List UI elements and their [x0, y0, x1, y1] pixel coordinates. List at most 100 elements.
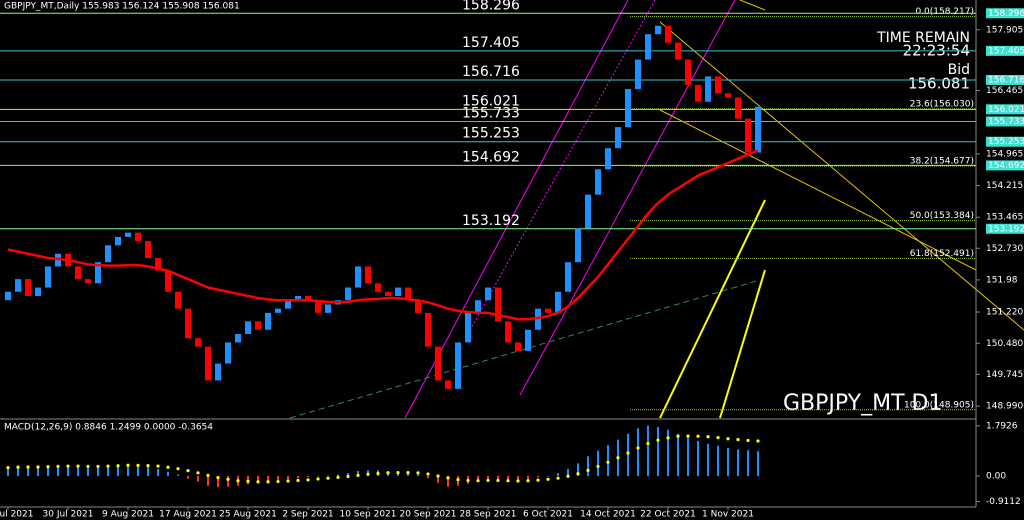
macd-bar: [277, 475, 279, 481]
chart-title: GBPJPY_MT,Daily 155.983 156.124 155.908 …: [4, 2, 240, 12]
macd-bar: [317, 475, 319, 477]
candle: [405, 287, 411, 301]
signal-dot: [46, 465, 50, 469]
signal-dot: [716, 436, 720, 440]
candle: [565, 262, 571, 292]
candle: [305, 295, 311, 301]
candle: [675, 42, 681, 60]
candle: [485, 287, 491, 301]
macd-bar: [627, 433, 629, 476]
y-tick-label: 151.220: [986, 308, 1023, 318]
macd-bar: [117, 464, 119, 476]
signal-dot: [416, 471, 420, 475]
signal-dot: [176, 467, 180, 471]
macd-bar: [707, 443, 709, 476]
signal-dot: [306, 478, 310, 482]
signal-dot: [556, 476, 560, 480]
signal-dot: [446, 476, 450, 480]
y-tick-label: 150.480: [986, 339, 1023, 349]
signal-dot: [386, 471, 390, 475]
y-tick-label: 149.745: [986, 370, 1023, 380]
level-label: 156.716: [462, 64, 520, 80]
macd-bar: [127, 463, 129, 476]
macd-bar: [87, 467, 89, 476]
macd-bar: [697, 440, 699, 476]
signal-dot: [106, 464, 110, 468]
candle: [735, 97, 741, 119]
macd-bar: [487, 475, 489, 480]
macd-bar: [727, 447, 729, 476]
signal-dot: [576, 472, 580, 476]
signal-dot: [226, 477, 230, 481]
candle: [535, 308, 541, 330]
candle: [205, 346, 211, 381]
x-tick-label: 28 Sep 2021: [459, 510, 516, 520]
signal-dot: [336, 475, 340, 479]
macd-bar: [187, 475, 189, 479]
y-tick-label: 156.465: [986, 86, 1023, 96]
candle: [295, 295, 301, 301]
y-tick-label: 1.7926: [986, 421, 1018, 431]
candle: [655, 25, 661, 35]
macd-bar: [647, 425, 649, 476]
macd-bar: [687, 437, 689, 476]
signal-dot: [616, 456, 620, 460]
x-tick-label: 17 Aug 2021: [159, 510, 217, 520]
candle: [605, 148, 611, 170]
candle: [525, 329, 531, 351]
macd-bar: [267, 475, 269, 483]
signal-dot: [656, 438, 660, 442]
candle: [625, 89, 631, 128]
y-tick-label: 154.965: [986, 149, 1023, 159]
candle: [505, 321, 511, 343]
signal-dot: [76, 464, 80, 468]
time-label: TIME REMAIN: [876, 30, 970, 46]
level-box: [986, 223, 1024, 234]
macd-bar: [737, 449, 739, 476]
level-box-label: 155.733: [988, 117, 1024, 127]
candle: [285, 300, 291, 309]
signal-dot: [36, 465, 40, 469]
x-tick-label: 22 Oct 2021: [640, 510, 696, 520]
candle: [435, 346, 441, 381]
signal-dot: [366, 472, 370, 476]
signal-dot: [26, 465, 30, 469]
bid-value: 156.081: [908, 75, 970, 93]
candle: [395, 287, 401, 296]
macd-bar: [507, 475, 509, 482]
macd-bar: [417, 474, 419, 476]
candle: [425, 312, 431, 347]
macd-bar: [597, 450, 599, 476]
macd-bar: [717, 445, 719, 476]
macd-bar: [347, 473, 349, 476]
candle: [545, 308, 551, 313]
macd-bar: [307, 475, 309, 478]
candle: [455, 342, 461, 389]
macd-bar: [497, 475, 499, 481]
signal-dot: [546, 477, 550, 481]
signal-dot: [246, 479, 250, 483]
candle: [345, 287, 351, 301]
signal-dot: [466, 478, 470, 483]
moving-average: [7, 149, 759, 321]
candle: [215, 363, 221, 381]
candle: [445, 380, 451, 389]
macd-bar: [7, 466, 9, 476]
level-box-label: 154.692: [988, 161, 1024, 171]
macd-bar: [287, 475, 289, 480]
macd-bar: [447, 475, 449, 487]
signal-dot: [156, 464, 160, 468]
x-tick-label: 22 Jul 2021: [0, 510, 33, 520]
macd-bar: [17, 465, 19, 476]
macd-bar: [657, 426, 659, 476]
candle: [555, 291, 561, 313]
macd-bar: [147, 466, 149, 476]
candle: [645, 34, 651, 60]
fibo-label: 38.2(154.677): [910, 157, 974, 167]
macd-bar: [327, 475, 329, 476]
signal-dot: [746, 438, 750, 443]
signal-dot: [606, 460, 610, 464]
candle: [185, 308, 191, 339]
